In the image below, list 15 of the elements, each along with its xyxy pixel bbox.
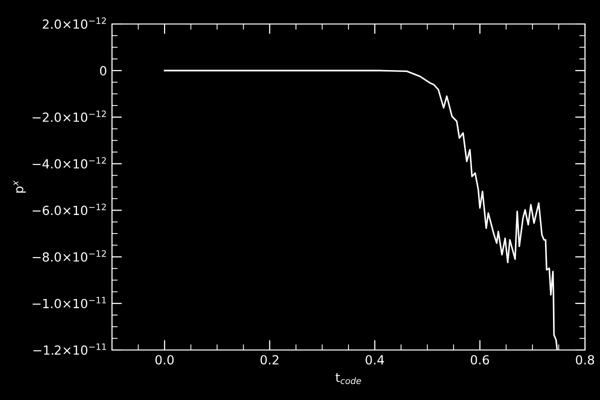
x-tick-label: 0.8 [576,355,594,365]
x-tick-label: 0.2 [260,355,278,365]
y-tick-label: −1.2×10$^{−11}$ [33,344,106,355]
y-tick-label: −1.0×10$^{−11}$ [32,296,106,308]
y-tick-label: −8.0×10$^{−12}$ [32,250,106,262]
y-tick-label: 2.0×10$^{−12}$ [42,17,106,29]
y-axis-title: p$^{x}$ [14,180,26,193]
x-tick-label: 0.4 [366,355,384,365]
x-axis-title: t$_{code}$ [336,373,361,384]
y-tick-label: −2.0×10$^{−12}$ [32,110,106,122]
x-tick-label: 0.6 [470,355,490,365]
y-tick-label: −6.0×10$^{−12}$ [32,204,106,216]
y-tick-label: −4.0×10$^{−12}$ [32,157,106,169]
x-tick-label: 0.0 [155,355,174,365]
y-tick-label: 0 [100,66,106,76]
